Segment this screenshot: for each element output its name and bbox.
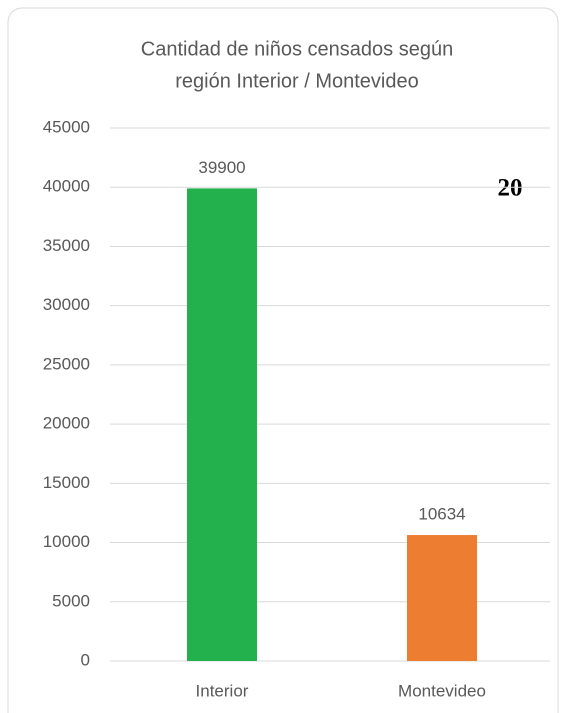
y-tick-label: 35000 [43, 236, 90, 255]
chart-title: Cantidad de niños censados según [141, 38, 453, 60]
y-tick-label: 40000 [43, 177, 90, 196]
y-tick-label: 25000 [43, 354, 90, 373]
y-tick-label: 20000 [43, 414, 90, 433]
chart-title: región Interior / Montevideo [175, 70, 418, 92]
x-tick-label: Interior [196, 681, 249, 700]
bar [407, 535, 477, 661]
bar [187, 188, 257, 661]
y-tick-label: 10000 [43, 532, 90, 551]
data-label: 10634 [418, 505, 465, 524]
y-tick-label: 15000 [43, 473, 90, 492]
data-label: 39900 [198, 158, 245, 177]
y-tick-label: 30000 [43, 295, 90, 314]
y-tick-label: 45000 [43, 117, 90, 136]
annotation: 20 [498, 175, 523, 202]
y-tick-label: 0 [81, 650, 90, 669]
y-tick-label: 5000 [52, 591, 90, 610]
x-tick-label: Montevideo [398, 681, 486, 700]
